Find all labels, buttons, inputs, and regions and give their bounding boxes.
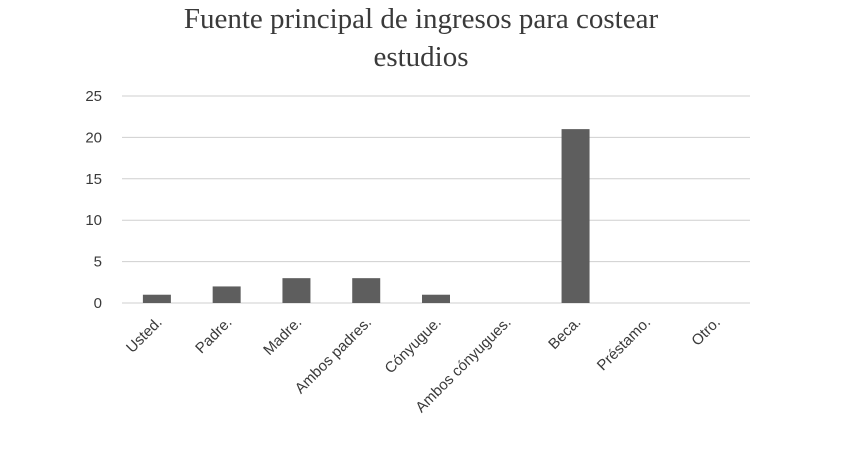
x-category-label: Madre. xyxy=(260,314,305,359)
gridlines xyxy=(122,95,750,304)
bar xyxy=(142,294,171,303)
x-category-label: Préstamo. xyxy=(594,314,654,374)
x-category-label: Beca. xyxy=(545,314,584,353)
y-tick-label: 25 xyxy=(85,88,102,105)
x-category-label: Padre. xyxy=(192,314,235,357)
y-axis-ticks: 0 5 10 15 20 25 xyxy=(85,88,102,312)
bar xyxy=(422,294,450,303)
chart-title: Fuente principal de ingresos para costea… xyxy=(184,3,659,73)
y-tick-label: 15 xyxy=(85,171,102,188)
y-tick-label: 20 xyxy=(85,129,102,146)
bars xyxy=(142,129,590,303)
bar xyxy=(561,129,590,303)
y-tick-label: 5 xyxy=(94,254,102,271)
x-category-label: Usted. xyxy=(123,314,166,357)
x-axis-categories: Usted. Padre. Madre.Ambos padres. Cónyugue.… xyxy=(123,314,724,416)
y-tick-label: 0 xyxy=(94,295,102,312)
x-category-label: Cónyugue. xyxy=(381,314,444,377)
bar xyxy=(352,278,381,303)
chart-title-line-2: estudios xyxy=(373,41,468,73)
x-category-label: Otro. xyxy=(688,314,724,350)
bar xyxy=(212,286,241,303)
bar xyxy=(282,278,311,303)
y-tick-label: 10 xyxy=(85,212,102,229)
chart-title-line-1: Fuente principal de ingresos para costea… xyxy=(184,3,659,35)
